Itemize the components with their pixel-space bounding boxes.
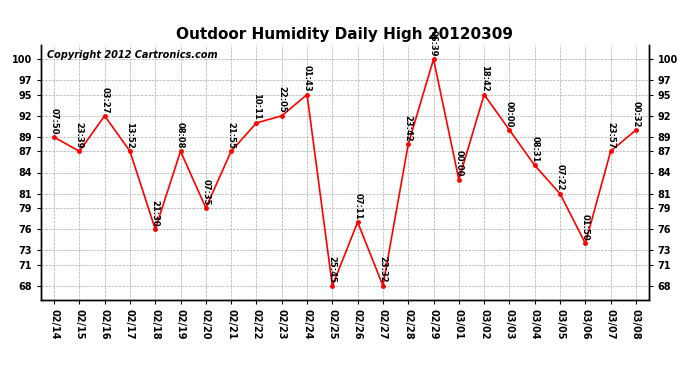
Text: 23:39: 23:39 — [75, 122, 84, 148]
Text: 06:39: 06:39 — [429, 30, 438, 56]
Text: 00:32: 00:32 — [631, 101, 640, 127]
Text: 10:11: 10:11 — [252, 93, 261, 120]
Text: 00:00: 00:00 — [505, 101, 514, 127]
Text: 07:35: 07:35 — [201, 178, 210, 205]
Text: 00:00: 00:00 — [454, 150, 464, 177]
Text: 23:57: 23:57 — [606, 122, 615, 148]
Text: 22:05: 22:05 — [277, 86, 286, 113]
Text: 07:22: 07:22 — [555, 164, 564, 191]
Text: 18:42: 18:42 — [480, 65, 489, 92]
Text: 23:32: 23:32 — [378, 256, 388, 283]
Text: 25:45: 25:45 — [328, 256, 337, 283]
Text: Copyright 2012 Cartronics.com: Copyright 2012 Cartronics.com — [48, 50, 218, 60]
Text: 03:27: 03:27 — [100, 87, 109, 113]
Text: 13:52: 13:52 — [126, 122, 135, 148]
Text: 01:43: 01:43 — [302, 65, 312, 92]
Text: 21:30: 21:30 — [150, 200, 160, 226]
Title: Outdoor Humidity Daily High 20120309: Outdoor Humidity Daily High 20120309 — [177, 27, 513, 42]
Text: 23:42: 23:42 — [404, 115, 413, 141]
Text: 07:11: 07:11 — [353, 193, 362, 219]
Text: 08:31: 08:31 — [530, 136, 540, 163]
Text: 07:50: 07:50 — [50, 108, 59, 134]
Text: 21:55: 21:55 — [226, 122, 236, 148]
Text: 08:08: 08:08 — [176, 122, 185, 148]
Text: 01:50: 01:50 — [581, 214, 590, 240]
